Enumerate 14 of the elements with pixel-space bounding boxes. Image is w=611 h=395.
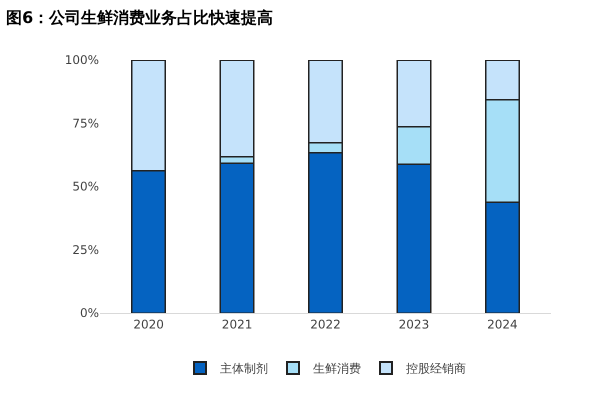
y-tick-label: 0% [80, 306, 99, 320]
x-tick-label: 2021 [222, 317, 252, 332]
x-tick-label: 2022 [310, 317, 341, 332]
legend-label: 生鲜消费 [313, 362, 361, 376]
chart-title: 图6：公司生鲜消费业务占比快速提高 [6, 8, 274, 28]
y-tick-label: 75% [72, 116, 99, 130]
legend-label: 主体制剂 [220, 362, 268, 376]
y-tick-label: 25% [72, 242, 99, 257]
y-tick-label: 50% [72, 180, 99, 194]
x-tick-label: 2020 [133, 317, 164, 332]
legend-label: 控股经销商 [406, 362, 466, 376]
y-tick-label: 100% [64, 53, 99, 68]
x-tick-label: 2023 [398, 317, 430, 332]
x-tick-label: 2024 [487, 317, 518, 332]
